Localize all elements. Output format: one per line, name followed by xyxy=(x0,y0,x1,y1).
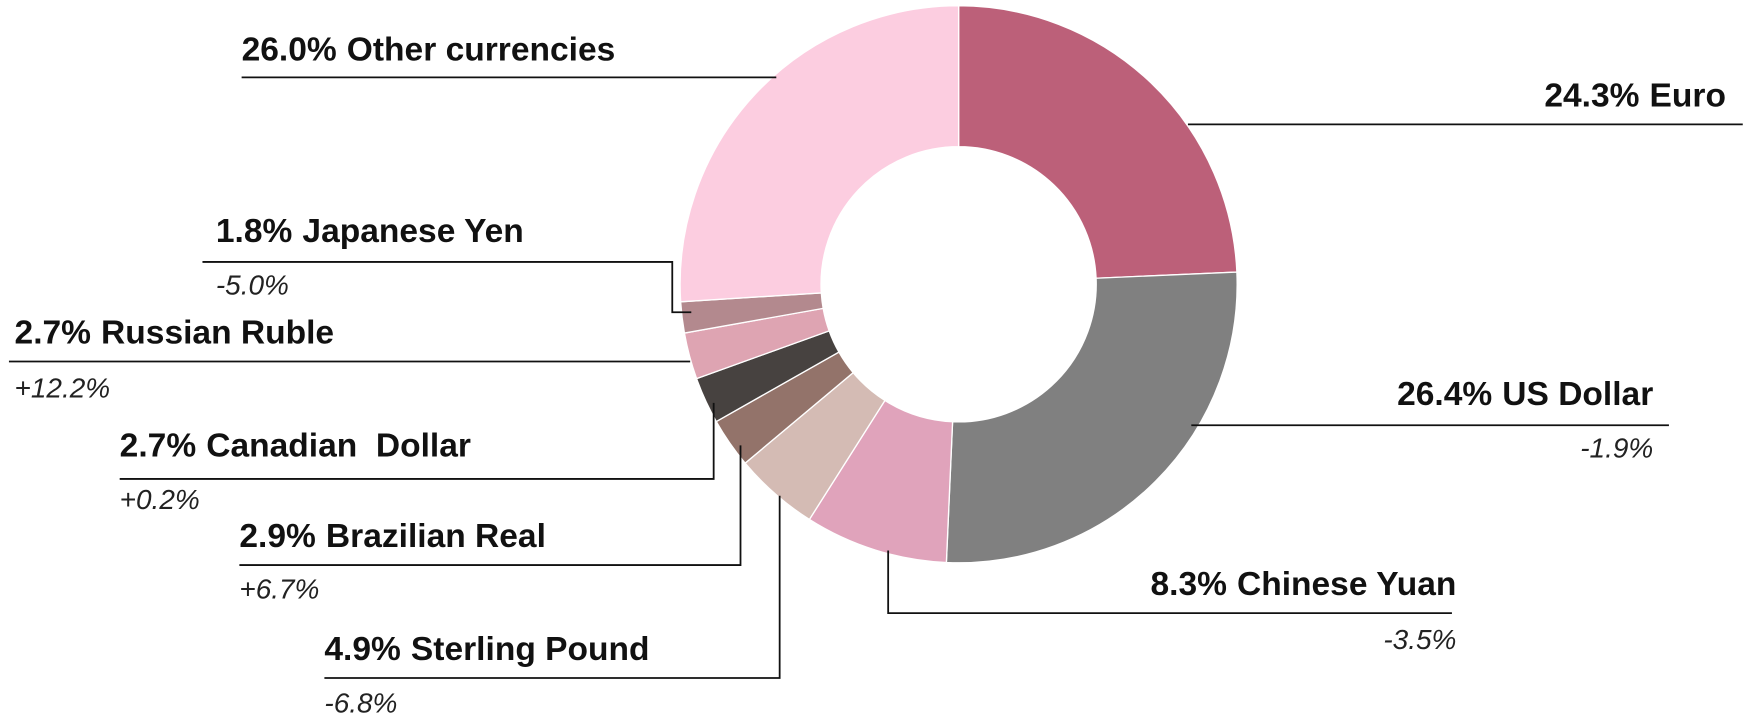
value-label: 8.3% xyxy=(1150,566,1226,603)
category-label: Japanese Yen xyxy=(302,213,523,250)
donut-segment xyxy=(957,5,1238,279)
donut-segment xyxy=(679,5,960,303)
segment-label: 2.7% Russian Ruble xyxy=(15,315,335,352)
change-label: -6.8% xyxy=(324,688,397,714)
segment-label: 8.3% Chinese Yuan xyxy=(1150,566,1456,603)
change-label: +12.2% xyxy=(15,372,111,403)
leader-line xyxy=(324,495,781,679)
segment-label: 2.7% Canadian Dollar xyxy=(120,428,471,465)
value-label: 26.0% xyxy=(242,32,337,69)
value-label: 26.4% xyxy=(1397,376,1492,413)
change-label: -5.0% xyxy=(216,269,289,300)
leader-line xyxy=(239,445,742,566)
leader-line xyxy=(887,550,1452,615)
segment-label: 26.0% Other currencies xyxy=(242,32,616,69)
value-label: 2.7% xyxy=(15,315,91,352)
category-label: Euro xyxy=(1650,77,1726,114)
value-label: 2.7% xyxy=(120,428,196,465)
segment-label: 1.8% Japanese Yen xyxy=(216,213,524,250)
change-label: +0.2% xyxy=(120,484,200,515)
value-label: 2.9% xyxy=(239,518,315,555)
category-label: Chinese Yuan xyxy=(1237,566,1456,603)
change-label: -3.5% xyxy=(1383,624,1456,655)
segment-label: 4.9% Sterling Pound xyxy=(324,631,649,668)
value-label: 1.8% xyxy=(216,213,292,250)
change-label: +6.7% xyxy=(239,574,319,605)
category-label: Other currencies xyxy=(347,32,616,69)
segment-label: 26.4% US Dollar xyxy=(1397,376,1653,413)
segment-label: 24.3% Euro xyxy=(1544,77,1726,114)
change-label: -1.9% xyxy=(1580,433,1653,464)
value-label: 24.3% xyxy=(1544,77,1639,114)
category-label: Brazilian Real xyxy=(326,518,546,555)
value-label: 4.9% xyxy=(324,631,400,668)
segment-label: 2.9% Brazilian Real xyxy=(239,518,546,555)
leader-line xyxy=(202,261,692,314)
category-label: Sterling Pound xyxy=(411,631,650,668)
category-label: Russian Ruble xyxy=(101,315,334,352)
leader-line xyxy=(119,402,715,480)
donut-segment xyxy=(945,271,1238,564)
category-label: US Dollar xyxy=(1502,376,1653,413)
category-label: Canadian Dollar xyxy=(206,428,471,465)
